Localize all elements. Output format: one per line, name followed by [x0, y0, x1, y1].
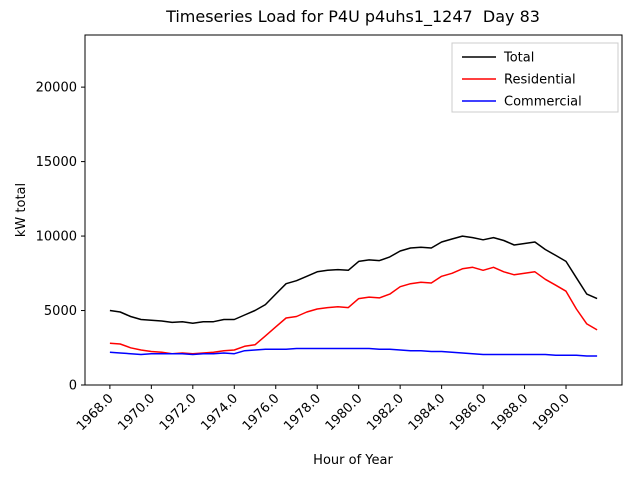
- y-tick-label: 10000: [36, 230, 77, 245]
- x-tick-label: 1968.0: [74, 391, 117, 434]
- x-tick-label: 1984.0: [406, 391, 449, 434]
- y-tick-label: 0: [69, 379, 77, 394]
- x-tick-label: 1982.0: [364, 391, 407, 434]
- x-tick-label: 1976.0: [240, 391, 283, 434]
- chart-title: Timeseries Load for P4U p4uhs1_1247 Day …: [165, 7, 540, 27]
- series-line-total: [109, 235, 598, 324]
- series-line-commercial: [109, 347, 598, 357]
- x-tick-label: 1990.0: [530, 391, 573, 434]
- x-tick-label: 1974.0: [198, 391, 241, 434]
- x-tick-label: 1978.0: [281, 391, 324, 434]
- y-tick-label: 20000: [36, 81, 77, 96]
- x-tick-label: 1986.0: [447, 391, 490, 434]
- x-tick-label: 1972.0: [157, 391, 200, 434]
- y-axis-label: kW total: [14, 183, 29, 237]
- legend-label-total: Total: [503, 51, 534, 66]
- x-axis-label: Hour of Year: [313, 453, 393, 468]
- x-tick-label: 1980.0: [323, 391, 366, 434]
- axes-frame: [84, 34, 623, 386]
- y-tick-label: 15000: [36, 155, 77, 170]
- x-tick-label: 1970.0: [115, 391, 158, 434]
- legend-label-commercial: Commercial: [504, 95, 582, 110]
- legend-label-residential: Residential: [504, 73, 576, 88]
- x-tick-label: 1988.0: [489, 391, 532, 434]
- y-tick-label: 5000: [44, 304, 77, 319]
- series-line-residential: [109, 266, 598, 355]
